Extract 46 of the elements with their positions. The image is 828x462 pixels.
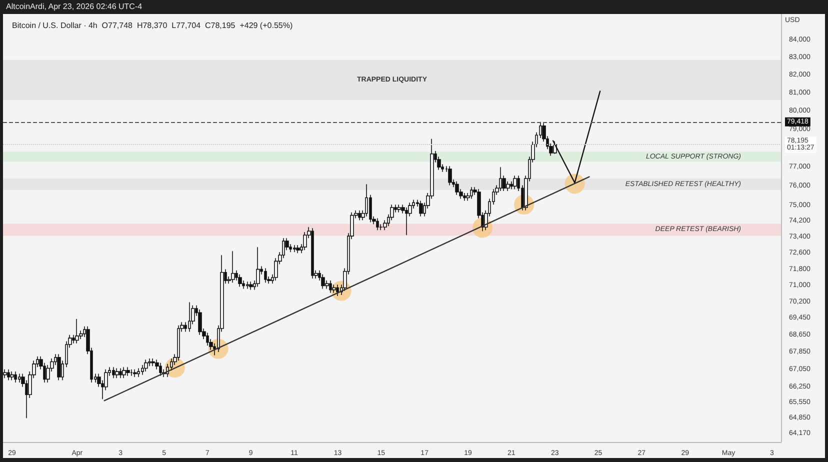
- candlestick: [133, 368, 137, 378]
- text: AltcoinArdi, Apr 23, 2026 02:46 UTC-4: [6, 1, 142, 13]
- candlestick: [470, 186, 473, 200]
- candlestick: [130, 368, 133, 376]
- candlestick: [198, 309, 202, 336]
- candlestick: [231, 250, 235, 283]
- candlestick: [151, 358, 155, 366]
- candlestick: [264, 268, 267, 283]
- candlestick: [188, 302, 191, 332]
- candlestick: [137, 368, 140, 378]
- candlestick: [7, 368, 10, 381]
- candlestick: [75, 318, 79, 344]
- candlestick: [206, 332, 209, 346]
- candlestick: [112, 366, 115, 379]
- candlestick: [115, 368, 119, 379]
- candlestick: [321, 274, 325, 290]
- candlestick: [122, 366, 126, 379]
- candlestick: [256, 246, 260, 288]
- candlestick: [376, 218, 379, 231]
- candlestick: [249, 281, 253, 290]
- candlestick: [463, 192, 466, 202]
- candlestick: [177, 324, 180, 362]
- candlestick: [238, 274, 242, 288]
- candlestick: [311, 228, 314, 279]
- candlestick: [358, 210, 361, 221]
- candlestick: [18, 373, 21, 383]
- candlestick: [455, 180, 459, 196]
- candlestick: [296, 244, 300, 254]
- candlestick: [57, 354, 61, 381]
- candlestick: [336, 284, 339, 296]
- chart-title: Bitcoin / U.S. Dollar · 4h O77,748 H78,370 L77,704 C78,195 +429 (+0.55%): [12, 21, 293, 30]
- candlestick: [329, 280, 332, 294]
- candlestick: [144, 359, 148, 372]
- candlestick: [332, 284, 336, 294]
- candlestick: [159, 362, 162, 376]
- candlestick: [499, 166, 502, 192]
- candlestick: [397, 204, 401, 213]
- candlestick: [14, 371, 17, 383]
- candlestick: [448, 166, 452, 186]
- candlestick: [126, 366, 130, 376]
- candlestick: [119, 368, 122, 379]
- candlestick: [246, 281, 249, 290]
- candlestick: [513, 175, 517, 190]
- candlestick: [293, 244, 296, 252]
- candlestick: [10, 371, 14, 381]
- candlestick: [419, 200, 423, 217]
